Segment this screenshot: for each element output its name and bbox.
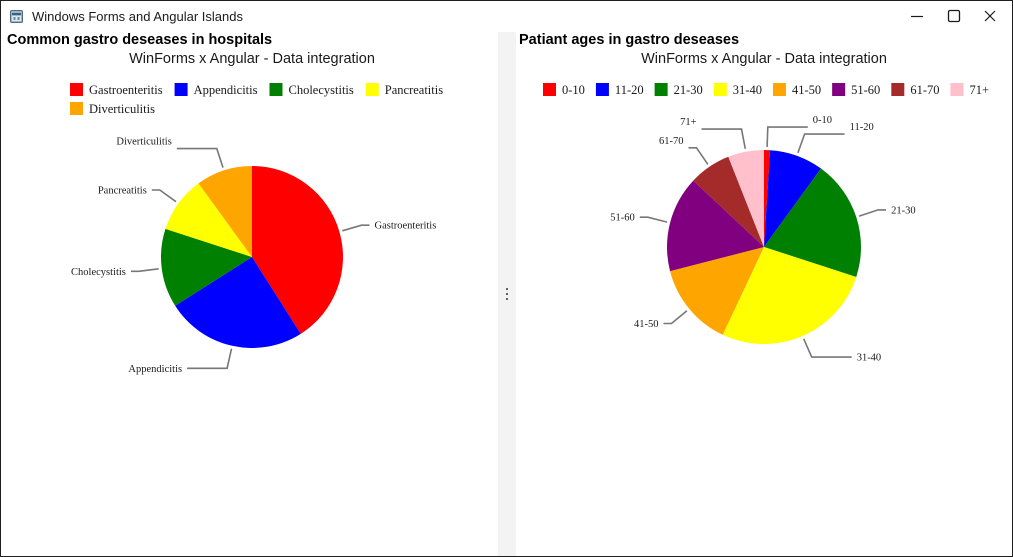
legend-label: 51-60 bbox=[851, 83, 880, 97]
legend-label: Appendicitis bbox=[194, 83, 258, 97]
legend-label: Cholecystitis bbox=[288, 83, 353, 97]
legend-item-0-10[interactable]: 0-10 bbox=[543, 83, 585, 97]
right-chart-pane: Patiant ages in gastro deseases WinForms… bbox=[516, 32, 1012, 556]
legend-item-71plus[interactable]: 71+ bbox=[950, 83, 989, 97]
grip-dots-icon bbox=[506, 288, 509, 300]
maximize-button[interactable] bbox=[936, 1, 972, 32]
leader-line-pancreatitis bbox=[151, 189, 177, 203]
legend-item-51-60[interactable]: 51-60 bbox=[832, 83, 880, 97]
legend-item-61-70[interactable]: 61-70 bbox=[891, 83, 939, 97]
slice-appendicitis[interactable] bbox=[175, 257, 301, 348]
leader-line-21-30 bbox=[858, 209, 887, 217]
slice-label-61-70: 61-70 bbox=[659, 136, 684, 147]
slice-label-0-10: 0-10 bbox=[813, 115, 832, 126]
legend-swatch bbox=[950, 83, 964, 96]
legend-label: 21-30 bbox=[674, 83, 703, 97]
leader-line-31-40 bbox=[802, 338, 852, 358]
leader-line-0-10 bbox=[766, 126, 808, 148]
slice-21-30[interactable] bbox=[764, 168, 861, 277]
leader-line-appendicitis bbox=[187, 348, 233, 370]
maximize-icon bbox=[947, 9, 961, 23]
slice-cholecystitis[interactable] bbox=[160, 228, 252, 306]
leader-line-cholecystitis bbox=[130, 268, 159, 273]
slice-31-40[interactable] bbox=[722, 247, 857, 344]
slice-61-70[interactable] bbox=[693, 156, 764, 247]
minimize-button[interactable] bbox=[899, 1, 935, 32]
legend-item-appendicitis[interactable]: Appendicitis bbox=[174, 83, 258, 97]
slice-diverticulitis[interactable] bbox=[198, 166, 252, 257]
legend-swatch bbox=[713, 83, 727, 96]
leader-line-51-60 bbox=[639, 216, 668, 223]
leader-line-41-50 bbox=[663, 310, 688, 325]
slice-41-50[interactable] bbox=[670, 247, 764, 335]
slice-label-gastroenteritis: Gastroenteritis bbox=[375, 221, 437, 232]
legend-swatch bbox=[543, 83, 556, 96]
legend-item-pancreatitis[interactable]: Pancreatitis bbox=[365, 83, 443, 97]
legend-item-41-50[interactable]: 41-50 bbox=[772, 83, 821, 97]
slice-label-appendicitis: Appendicitis bbox=[128, 364, 182, 375]
leader-line-71plus bbox=[701, 128, 747, 149]
chart-title: WinForms x Angular - Data integration bbox=[129, 51, 375, 67]
app-window-icon bbox=[10, 10, 23, 23]
legend-swatch bbox=[654, 83, 668, 96]
slice-label-pancreatitis: Pancreatitis bbox=[98, 186, 147, 197]
slice-label-11-20: 11-20 bbox=[850, 122, 874, 133]
legend-swatch bbox=[70, 102, 83, 115]
slice-0-10[interactable] bbox=[764, 150, 771, 247]
slice-gastroenteritis[interactable] bbox=[252, 166, 343, 334]
slice-label-31-40: 31-40 bbox=[857, 353, 882, 364]
age-pie-chart: WinForms x Angular - Data integration 0-… bbox=[543, 51, 989, 364]
legend-item-cholecystitis[interactable]: Cholecystitis bbox=[269, 83, 354, 97]
minimize-icon bbox=[911, 15, 923, 18]
legend-item-diverticulitis[interactable]: Diverticulitis bbox=[70, 102, 155, 116]
slice-label-21-30: 21-30 bbox=[891, 205, 916, 216]
legend-label: 31-40 bbox=[733, 83, 762, 97]
legend-item-21-30[interactable]: 21-30 bbox=[654, 83, 703, 97]
legend-label: 61-70 bbox=[910, 83, 939, 97]
legend-label: 0-10 bbox=[562, 83, 585, 97]
legend-label: 71+ bbox=[969, 83, 989, 97]
title-bar[interactable]: Windows Forms and Angular Islands bbox=[1, 1, 1012, 32]
legend-item-31-40[interactable]: 31-40 bbox=[713, 83, 762, 97]
slice-51-60[interactable] bbox=[667, 180, 764, 272]
legend-label: Pancreatitis bbox=[385, 83, 443, 97]
slice-pancreatitis[interactable] bbox=[165, 183, 252, 257]
legend-swatch bbox=[595, 83, 609, 96]
slice-label-51-60: 51-60 bbox=[610, 213, 635, 224]
chart-title: WinForms x Angular - Data integration bbox=[641, 51, 887, 67]
close-button[interactable] bbox=[972, 1, 1008, 32]
legend-label: 11-20 bbox=[615, 83, 644, 97]
leader-line-11-20 bbox=[797, 133, 845, 154]
left-chart-pane: Common gastro deseases in hospitals WinF… bbox=[1, 32, 498, 556]
leader-line-61-70 bbox=[688, 147, 709, 165]
legend-swatch bbox=[174, 83, 188, 96]
leader-line-diverticulitis bbox=[176, 147, 224, 168]
legend-item-gastroenteritis[interactable]: Gastroenteritis bbox=[70, 83, 163, 97]
legend-swatch bbox=[891, 83, 905, 96]
splitter-handle[interactable] bbox=[498, 32, 516, 556]
close-icon bbox=[984, 10, 996, 22]
leader-line-gastroenteritis bbox=[342, 224, 370, 232]
window-title: Windows Forms and Angular Islands bbox=[32, 9, 243, 24]
legend-swatch bbox=[365, 83, 379, 96]
legend-swatch bbox=[832, 83, 846, 96]
slice-label-cholecystitis: Cholecystitis bbox=[71, 267, 126, 278]
legend-label: 41-50 bbox=[792, 83, 821, 97]
slice-label-diverticulitis: Diverticulitis bbox=[116, 137, 171, 148]
legend-swatch bbox=[269, 83, 283, 96]
slice-11-20[interactable] bbox=[764, 150, 822, 247]
slice-label-71plus: 71+ bbox=[680, 117, 697, 128]
disease-pie-chart: WinForms x Angular - Data integration Ga… bbox=[70, 51, 443, 375]
legend-label: Gastroenteritis bbox=[89, 83, 163, 97]
legend-swatch bbox=[70, 83, 83, 96]
legend-item-11-20[interactable]: 11-20 bbox=[595, 83, 644, 97]
legend-label: Diverticulitis bbox=[89, 102, 155, 116]
right-pane-heading: Patiant ages in gastro deseases bbox=[519, 32, 740, 48]
left-pane-heading: Common gastro deseases in hospitals bbox=[7, 32, 273, 48]
slice-71plus[interactable] bbox=[728, 150, 764, 247]
slice-label-41-50: 41-50 bbox=[634, 319, 659, 330]
legend-swatch bbox=[772, 83, 786, 96]
